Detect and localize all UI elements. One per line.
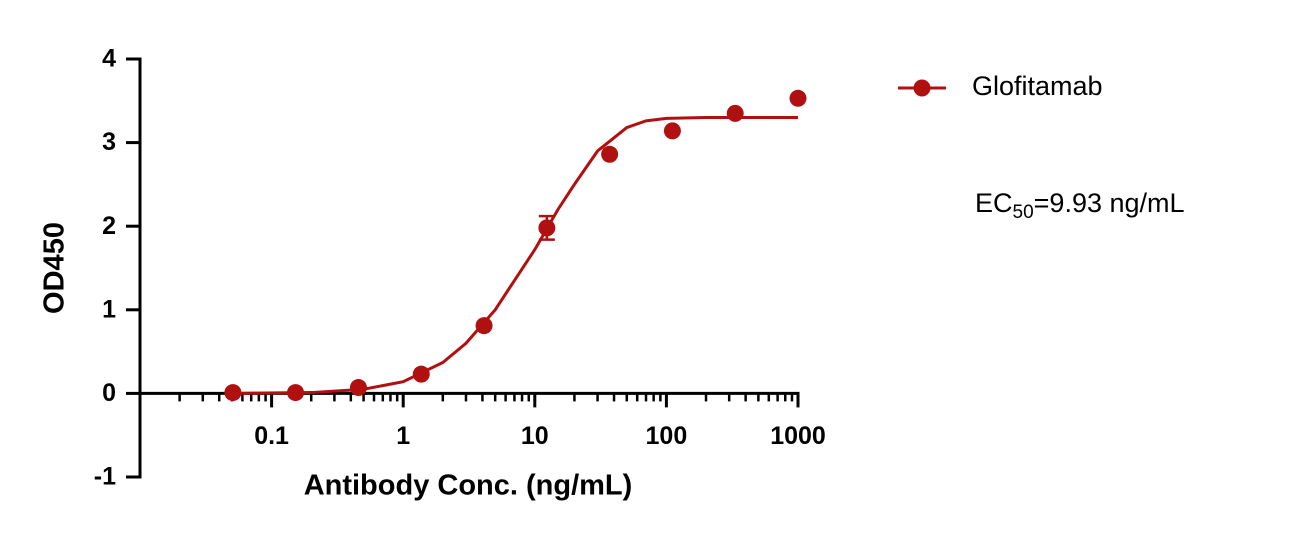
data-point [663, 122, 681, 140]
x-tick-label: 0.1 [254, 422, 289, 450]
legend-label: Glofitamab [972, 71, 1103, 101]
annotation-sub: 50 [1013, 202, 1034, 223]
x-tick-label: 10 [521, 422, 549, 450]
data-point [789, 89, 807, 107]
data-point [601, 145, 619, 163]
data-point [224, 384, 242, 402]
x-tick-label: 1 [396, 422, 410, 450]
legend-marker [913, 79, 931, 97]
annotation-main: EC [975, 188, 1013, 218]
annotation-rest: =9.93 ng/mL [1034, 188, 1185, 218]
x-axis-title: Antibody Conc. (ng/mL) [304, 470, 633, 502]
data-point [287, 384, 305, 402]
data-point [538, 219, 556, 237]
y-axis-title: OD450 [39, 222, 71, 314]
y-tick-label: 2 [102, 212, 116, 240]
data-point [475, 317, 493, 335]
y-tick-label: -1 [94, 463, 116, 491]
y-tick-label: 0 [102, 379, 116, 407]
fit-curve [231, 116, 798, 395]
data-point [349, 379, 367, 397]
annotation: EC50=9.93 ng/mL [975, 188, 1185, 223]
y-tick-label: 1 [102, 295, 116, 323]
y-tick-label: 4 [102, 45, 116, 73]
y-tick-label: 3 [102, 128, 116, 156]
data-point [726, 104, 744, 122]
x-tick-label: 1000 [770, 422, 826, 450]
data-point [412, 365, 430, 383]
x-tick-label: 100 [646, 422, 688, 450]
